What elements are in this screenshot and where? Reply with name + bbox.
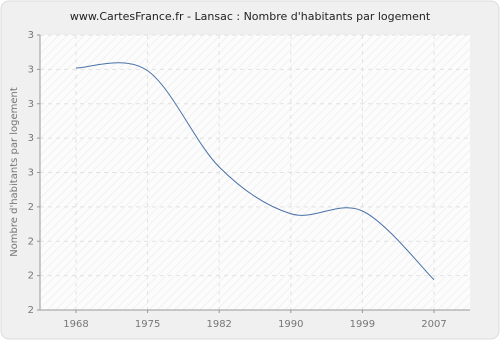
y-tick-label: 3 xyxy=(28,99,34,110)
y-tick-label: 2 xyxy=(28,236,34,247)
x-tick-label: 2007 xyxy=(421,319,446,330)
x-tick-label: 1999 xyxy=(350,319,375,330)
line xyxy=(75,62,435,281)
x-tick-label: 1968 xyxy=(63,319,88,330)
y-tick-label: 2 xyxy=(28,202,34,213)
x-tick-label: 1982 xyxy=(206,319,231,330)
y-tick-label: 3 xyxy=(28,64,34,75)
x-tick-label: 1975 xyxy=(135,319,160,330)
y-tick-label: 3 xyxy=(28,168,34,179)
y-tick-label: 2 xyxy=(28,305,34,316)
y-tick-label: 3 xyxy=(28,30,34,41)
chart-title: www.CartesFrance.fr - Lansac : Nombre d'… xyxy=(70,10,431,23)
y-axis-label: Nombre d'habitants par logement xyxy=(9,87,20,257)
x-tick-label: 1990 xyxy=(278,319,303,330)
plot-area xyxy=(40,35,470,310)
y-tick-label: 3 xyxy=(28,133,34,144)
y-tick-label: 2 xyxy=(28,271,34,282)
